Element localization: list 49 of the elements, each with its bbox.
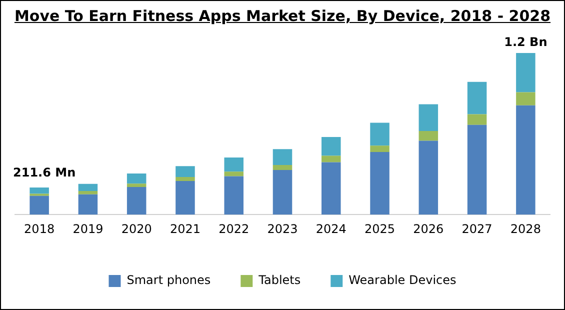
bar <box>272 149 292 165</box>
bar <box>418 140 438 215</box>
bar <box>370 146 390 152</box>
x-tick-label: 2021 <box>170 222 200 236</box>
bar <box>516 105 536 215</box>
bar <box>370 152 390 215</box>
x-tick-label: 2022 <box>218 222 250 236</box>
x-tick-label: 2018 <box>24 222 55 236</box>
bar <box>176 166 195 177</box>
bar <box>467 114 487 125</box>
bar <box>224 172 244 176</box>
x-tick-label: 2026 <box>413 222 444 236</box>
bar <box>176 176 195 181</box>
legend-label: Smart phones <box>126 273 211 288</box>
x-tick-label: 2024 <box>316 222 346 236</box>
x-tick-label: 2023 <box>267 222 298 236</box>
bar <box>176 180 195 215</box>
bar <box>322 137 341 156</box>
annotation: 211.6 Mn <box>12 166 76 180</box>
bar <box>418 104 438 132</box>
chart-title: Move To Earn Fitness Apps Market Size, By Device, 2018 - 2028 <box>13 7 552 25</box>
bar <box>78 194 98 215</box>
x-tick-label: 2019 <box>72 222 104 236</box>
bar <box>272 164 292 170</box>
bar <box>224 158 244 172</box>
bar <box>78 191 98 194</box>
bar <box>78 184 98 192</box>
bar <box>370 122 390 146</box>
bar <box>224 176 244 215</box>
bar <box>322 162 341 215</box>
x-tick-label: 2025 <box>364 222 396 236</box>
bar <box>322 156 341 162</box>
bar <box>30 196 49 215</box>
bar <box>418 131 438 141</box>
bar <box>467 82 487 114</box>
bar <box>126 184 146 187</box>
x-tick-label: 2028 <box>510 222 541 236</box>
bar <box>516 53 536 92</box>
annotation: 1.2 Bn <box>504 35 548 50</box>
x-tick-label: 2027 <box>462 222 492 236</box>
bar <box>516 92 536 106</box>
bar <box>30 187 49 194</box>
bar <box>272 170 292 215</box>
x-tick-label: 2020 <box>121 222 152 236</box>
bar <box>126 174 146 184</box>
bar <box>126 186 146 215</box>
bar <box>467 124 487 215</box>
legend-label: Tablets <box>258 273 301 288</box>
legend-label: Wearable Devices <box>348 273 456 288</box>
